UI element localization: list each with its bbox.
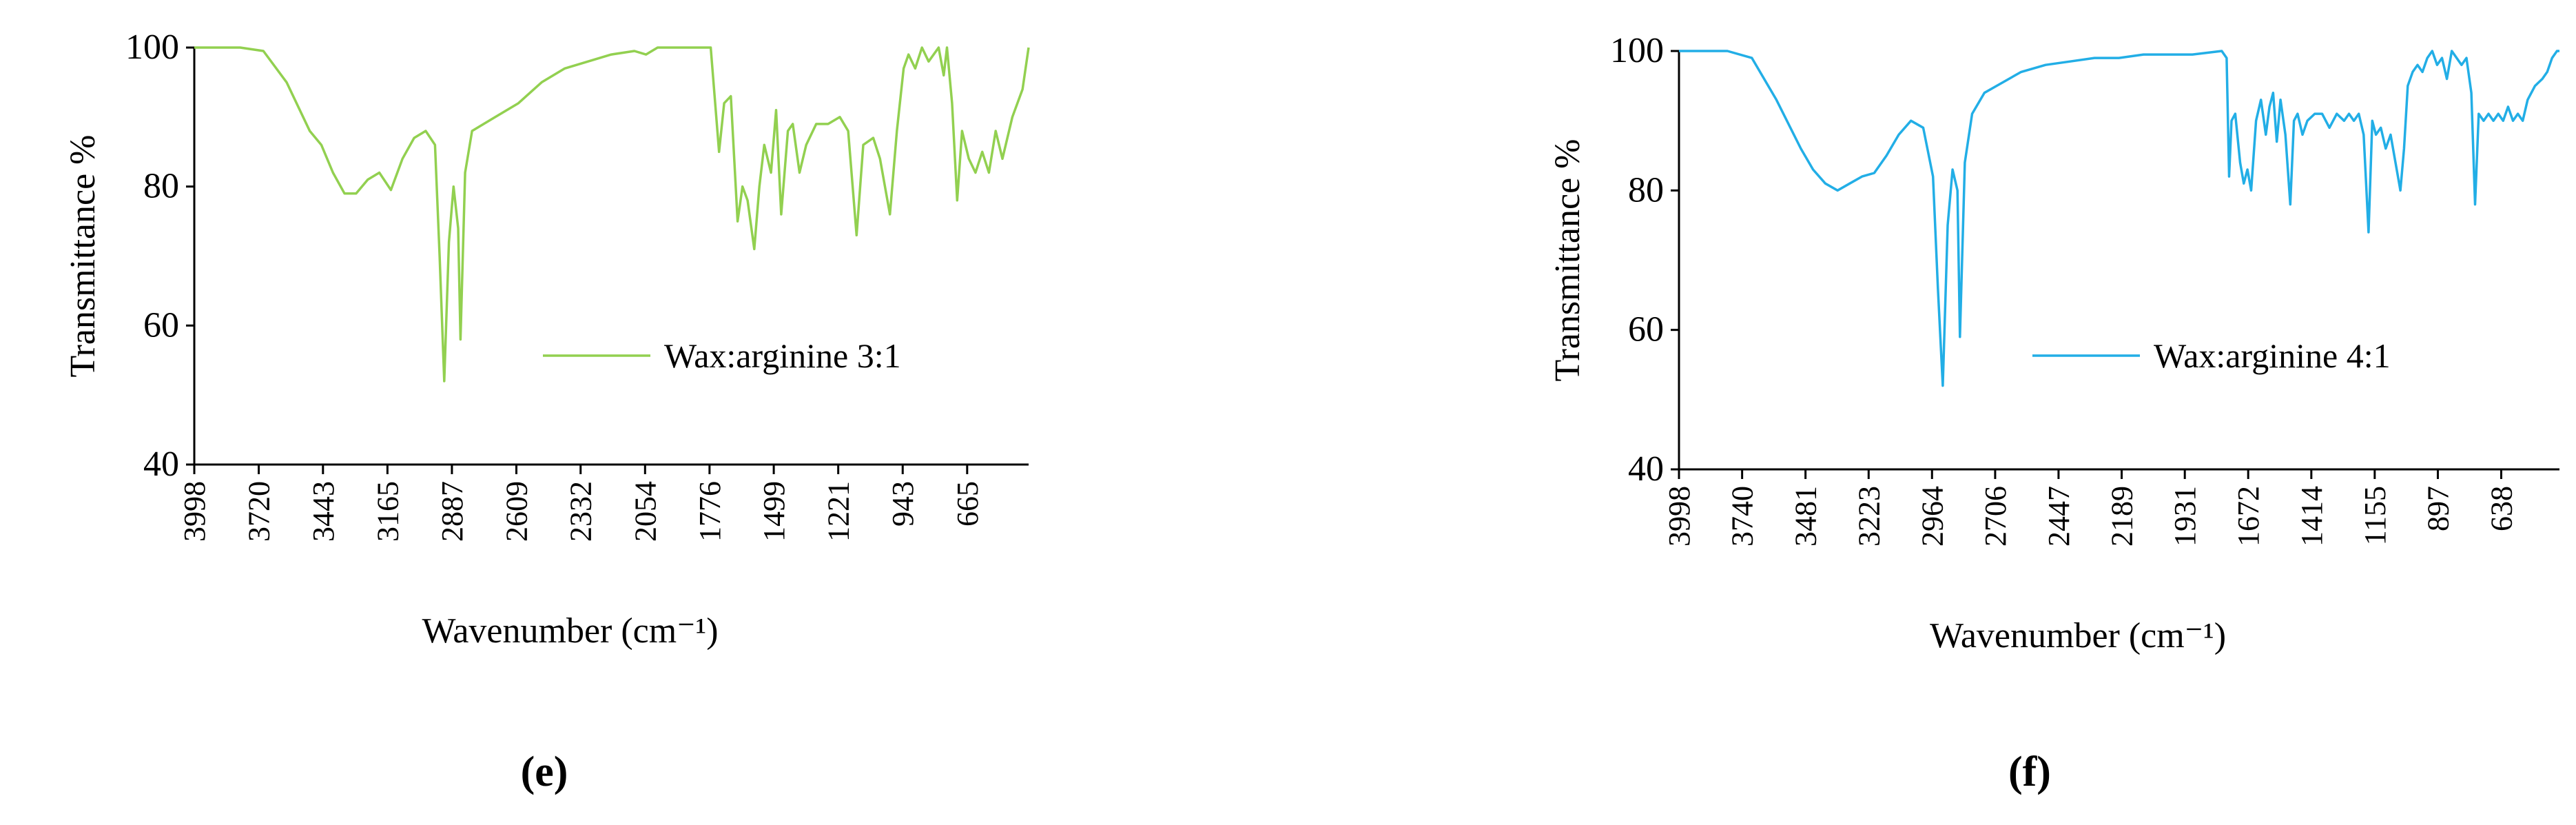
y-tick-label: 80 (1628, 170, 1664, 210)
y-tick-label: 60 (1628, 310, 1664, 349)
x-tick-label: 897 (2421, 486, 2455, 531)
legend-label: Wax:arginine 3:1 (664, 336, 901, 375)
spectrum-line (194, 46, 1030, 383)
x-tick-label: 1414 (2295, 486, 2329, 547)
x-tick-label: 638 (2484, 486, 2518, 531)
x-tick-label: 2964 (1915, 486, 1949, 547)
x-tick-label: 1672 (2232, 486, 2265, 547)
y-tick-label: 40 (143, 445, 179, 484)
x-tick-label: 1931 (2168, 486, 2202, 547)
x-tick-label: 3481 (1789, 486, 1823, 547)
x-tick-label: 3165 (371, 481, 404, 542)
x-tick-label: 2706 (1979, 486, 2012, 547)
y-axis-title: Transmittance % (1548, 139, 1587, 382)
x-tick-label: 3998 (1662, 486, 1696, 547)
x-tick-label: 2887 (435, 481, 469, 542)
x-tick-label: 2189 (2105, 486, 2139, 547)
legend-label: Wax:arginine 4:1 (2154, 336, 2391, 375)
x-tick-label: 2332 (564, 481, 598, 542)
x-tick-label: 3998 (178, 481, 212, 542)
x-tick-label: 665 (951, 481, 985, 527)
y-tick-label: 100 (1610, 31, 1664, 70)
subfigure-label: (e) (521, 748, 568, 795)
x-axis-title: Wavenumber (cm⁻¹) (422, 611, 718, 651)
x-tick-label: 943 (886, 481, 920, 527)
x-tick-label: 2054 (628, 481, 662, 542)
y-tick-label: 100 (125, 28, 179, 67)
y-tick-label: 60 (143, 305, 179, 345)
x-tick-label: 3223 (1852, 486, 1886, 547)
x-tick-label: 1776 (693, 481, 727, 542)
x-axis-title: Wavenumber (cm⁻¹) (1930, 616, 2226, 655)
x-tick-label: 3740 (1726, 486, 1760, 547)
x-tick-label: 3720 (243, 481, 276, 542)
x-tick-label: 3443 (307, 481, 340, 542)
y-tick-label: 40 (1628, 449, 1664, 489)
spectrum-line (1679, 50, 2559, 387)
x-tick-label: 2447 (2042, 486, 2076, 547)
y-axis-title: Transmittance % (63, 135, 103, 378)
chart: 40 60 80 100 3998 3720 3443 3165 2887 2609 2332 205… (63, 28, 1030, 795)
y-tick-label: 80 (143, 167, 179, 206)
subfigure-label: (f) (2008, 748, 2051, 795)
x-tick-label: 2609 (500, 481, 534, 542)
x-tick-label: 1221 (822, 481, 856, 542)
x-tick-label: 1155 (2358, 486, 2392, 545)
chart: 40 60 80 100 3998 3740 3481 3223 2964 2706 2447 218… (1548, 31, 2559, 795)
x-tick-label: 1499 (757, 481, 791, 542)
